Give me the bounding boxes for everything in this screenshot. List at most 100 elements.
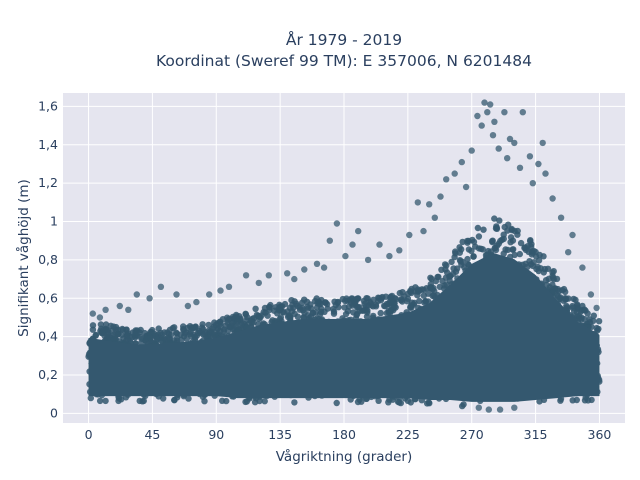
data-point — [342, 310, 350, 318]
data-point — [323, 300, 331, 308]
data-point — [595, 318, 603, 325]
data-point — [377, 309, 384, 317]
x-tick-label: 0 — [85, 427, 93, 442]
data-point — [265, 272, 272, 279]
data-point — [527, 237, 534, 245]
data-point — [489, 132, 497, 139]
data-point — [590, 312, 597, 319]
x-tick-label: 180 — [332, 427, 356, 442]
data-point — [96, 314, 104, 321]
data-point — [184, 302, 192, 310]
data-point — [577, 308, 584, 315]
data-point — [458, 158, 465, 166]
data-point — [173, 291, 180, 298]
data-point — [481, 99, 488, 106]
data-point — [102, 397, 109, 405]
data-point — [569, 231, 576, 239]
data-point — [496, 217, 503, 224]
data-point — [507, 239, 514, 246]
data-point — [521, 244, 529, 251]
data-point — [450, 270, 457, 277]
data-point — [438, 266, 445, 273]
data-point — [171, 396, 178, 404]
data-point — [146, 295, 153, 302]
data-point — [549, 195, 556, 202]
data-point — [462, 183, 470, 191]
data-point — [136, 397, 143, 405]
data-point — [485, 247, 492, 255]
data-point — [229, 313, 237, 321]
data-point — [435, 273, 442, 281]
data-point — [569, 397, 576, 404]
data-point — [211, 319, 218, 326]
data-point — [284, 270, 291, 277]
data-point — [307, 313, 315, 320]
data-point — [578, 314, 585, 321]
data-point — [510, 246, 517, 253]
data-point — [364, 256, 372, 264]
data-point — [354, 310, 361, 318]
data-point — [416, 297, 423, 305]
data-point — [501, 223, 508, 231]
data-point — [579, 302, 586, 310]
data-point — [111, 335, 119, 343]
data-point — [376, 241, 383, 248]
data-point — [277, 304, 284, 311]
data-point — [459, 258, 466, 266]
x-tick-labels: 0 45 90 135 180 225 270 315 360 — [85, 427, 612, 442]
data-point — [475, 404, 482, 411]
data-point — [333, 220, 341, 227]
data-point — [92, 332, 99, 339]
data-point — [468, 147, 475, 154]
data-point — [420, 292, 427, 299]
data-point — [535, 160, 542, 168]
data-point — [261, 398, 268, 405]
y-tick-label: 1,2 — [38, 175, 58, 190]
data-point — [364, 307, 371, 314]
data-point — [119, 325, 126, 333]
data-point — [569, 304, 576, 311]
outlier-points — [89, 99, 600, 413]
data-point — [441, 261, 449, 268]
data-point — [470, 253, 477, 260]
data-point — [96, 397, 104, 405]
data-point — [350, 300, 358, 308]
data-point — [504, 155, 511, 162]
data-point — [484, 109, 491, 116]
data-point — [595, 325, 602, 333]
data-point — [321, 308, 328, 315]
data-point — [198, 324, 206, 331]
data-point — [291, 275, 298, 283]
data-point — [534, 263, 541, 271]
data-point — [582, 307, 589, 314]
data-point — [200, 330, 208, 338]
data-point — [448, 258, 455, 266]
data-point — [475, 233, 483, 240]
data-point — [217, 287, 224, 294]
data-point — [532, 248, 539, 256]
data-point — [535, 257, 543, 264]
data-point — [141, 329, 148, 337]
data-point — [516, 164, 524, 171]
data-point — [480, 226, 487, 233]
data-point — [396, 247, 403, 254]
data-point — [506, 135, 514, 143]
data-point — [392, 296, 400, 303]
data-point — [227, 323, 234, 331]
data-point — [495, 145, 502, 152]
data-point — [363, 295, 370, 302]
y-tick-label: 0,4 — [38, 329, 58, 344]
data-point — [291, 399, 298, 406]
x-tick-label: 360 — [588, 427, 612, 442]
data-point — [185, 395, 192, 402]
data-point — [474, 112, 481, 120]
data-point — [487, 101, 494, 108]
data-point — [431, 214, 438, 221]
data-point — [87, 394, 95, 402]
data-point — [112, 323, 120, 331]
data-point — [277, 314, 285, 321]
data-point — [387, 294, 394, 301]
chart-title-line2: Koordinat (Sweref 99 TM): E 357006, N 62… — [156, 52, 532, 70]
